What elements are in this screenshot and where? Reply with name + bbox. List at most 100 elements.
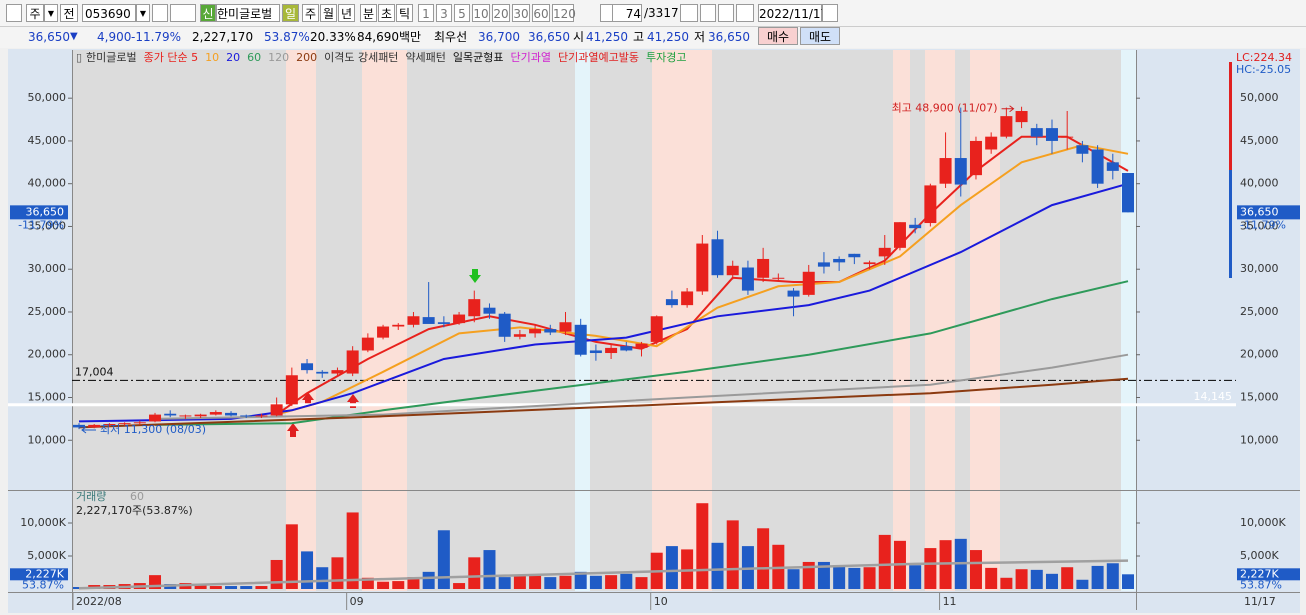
- y-tick-label: 35,000: [28, 219, 67, 232]
- volume-bar: [802, 561, 815, 589]
- calendar-icon[interactable]: [822, 4, 838, 22]
- hc-label: HC:-25.05: [1236, 63, 1291, 76]
- volume-bar: [681, 549, 694, 589]
- y-tick-label: 5,000K: [27, 549, 66, 562]
- volume-bar: [285, 524, 298, 589]
- stock-name[interactable]: 한미글로벌: [216, 4, 280, 22]
- candle-body: [437, 322, 450, 324]
- plot-background: [72, 50, 1136, 591]
- count-button[interactable]: 3: [436, 4, 452, 22]
- prev-button[interactable]: 전: [60, 4, 78, 22]
- interval-button[interactable]: 일: [282, 4, 299, 22]
- count-button[interactable]: 10: [472, 4, 490, 22]
- dropdown[interactable]: ▼: [136, 4, 150, 22]
- period-select[interactable]: 주: [26, 4, 44, 22]
- candle-body: [498, 313, 511, 337]
- tool-icon[interactable]: [680, 4, 698, 22]
- count-button[interactable]: 20: [492, 4, 510, 22]
- interval-button[interactable]: 주: [302, 4, 319, 22]
- volume-bar: [407, 577, 420, 589]
- candle-body: [240, 415, 253, 417]
- price-label: 36,650: [1240, 205, 1279, 218]
- count-button[interactable]: 1: [418, 4, 434, 22]
- interval-button[interactable]: 년: [338, 4, 355, 22]
- volume-bar: [574, 571, 587, 589]
- high-label: 고: [633, 30, 645, 44]
- interval-button[interactable]: 월: [320, 4, 337, 22]
- legend-item: 한미글로벌: [86, 51, 137, 64]
- volume-bar: [969, 550, 982, 589]
- volume-bar: [225, 586, 238, 589]
- interval-button[interactable]: 분: [360, 4, 377, 22]
- x-tick-label: 09: [350, 595, 364, 608]
- volume-ratio: 53.87%: [264, 30, 310, 44]
- count-button[interactable]: 30: [512, 4, 530, 22]
- band: [362, 50, 407, 591]
- legend-item: 약세패턴: [405, 50, 445, 64]
- best-label: 최우선: [434, 30, 468, 44]
- sell-button[interactable]: 매도: [800, 27, 840, 45]
- count-button[interactable]: 60: [532, 4, 550, 22]
- date-input[interactable]: 2022/11/17: [758, 4, 828, 22]
- volume-bar: [757, 528, 770, 589]
- candle-body: [665, 299, 678, 306]
- price-box: [1237, 205, 1300, 220]
- price: 36,650: [28, 30, 70, 44]
- volume-bar: [985, 567, 998, 589]
- search-icon[interactable]: [152, 4, 168, 22]
- candle-body: [468, 299, 481, 317]
- volume-bar: [1106, 563, 1119, 589]
- count-button[interactable]: 5: [454, 4, 470, 22]
- interval-button[interactable]: 초: [378, 4, 395, 22]
- candle-body: [939, 158, 952, 184]
- volume-bar: [301, 551, 314, 589]
- total-count: /3317: [644, 6, 679, 20]
- tool-icon[interactable]: [700, 4, 716, 22]
- candle-body: [103, 424, 116, 426]
- position-input[interactable]: 74: [612, 4, 642, 22]
- candle-body: [529, 329, 542, 334]
- band: [1121, 50, 1136, 591]
- change-pct: -11.79%: [131, 30, 182, 44]
- code-input[interactable]: 053690: [82, 4, 136, 22]
- candle-body: [361, 337, 374, 351]
- legend-item: 일목균형표: [453, 50, 504, 64]
- candle-body: [453, 314, 466, 324]
- volume-bar: [696, 503, 709, 589]
- menu-icon[interactable]: [6, 4, 22, 22]
- buy-button[interactable]: 매수: [758, 27, 798, 45]
- candle-body: [225, 412, 238, 416]
- volume-bar: [453, 583, 466, 589]
- volume-bar: [1030, 569, 1043, 589]
- volume-bar: [1045, 573, 1058, 589]
- count-button[interactable]: 120: [552, 4, 576, 22]
- y-tick-label: 5,000K: [1240, 549, 1279, 562]
- new-badge: 신: [200, 4, 216, 22]
- save-icon[interactable]: [718, 4, 734, 22]
- candle-body: [1122, 173, 1134, 213]
- candle-body: [574, 324, 587, 355]
- y-tick-label: 45,000: [1240, 134, 1279, 147]
- candle-body: [969, 140, 982, 176]
- candle-body: [726, 265, 739, 276]
- price-box: [10, 205, 68, 220]
- candle-body: [741, 267, 754, 291]
- y-tick-label: 30,000: [28, 262, 67, 275]
- lc-bar: [1229, 62, 1232, 170]
- bid: 36,650: [528, 30, 570, 44]
- candle-body: [88, 424, 101, 428]
- volume-bar: [270, 559, 283, 589]
- dropdown[interactable]: ▼: [44, 4, 58, 22]
- volume-bar: [392, 581, 405, 589]
- candle-body: [285, 375, 298, 405]
- legend-item: 이격도 강세패턴: [324, 51, 398, 64]
- volume-bar: [711, 542, 724, 589]
- interval-button[interactable]: 틱: [396, 4, 413, 22]
- sound-icon[interactable]: [170, 4, 196, 22]
- candle-body: [179, 415, 192, 417]
- low: 36,650: [708, 30, 750, 44]
- settings-icon[interactable]: [736, 4, 754, 22]
- legend-item: 60: [247, 51, 261, 64]
